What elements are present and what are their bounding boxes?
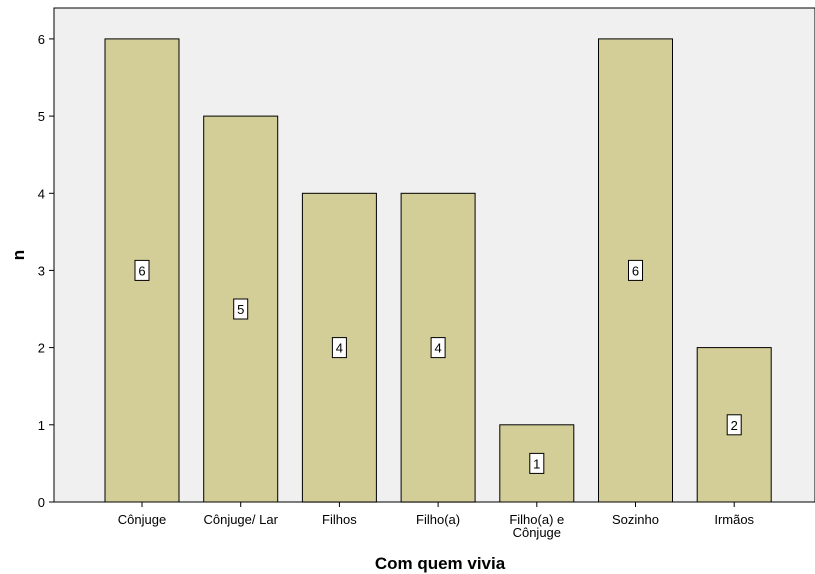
data-label-box xyxy=(628,259,643,281)
data-label-text: 4 xyxy=(336,341,343,356)
y-ticks-group: 0 1 2 3 4 5 6 xyxy=(38,32,54,510)
y-tick-label: 2 xyxy=(38,341,45,356)
data-label-text: 2 xyxy=(731,418,738,433)
x-tick-label-line: Cônjuge/ Lar xyxy=(203,512,278,527)
data-label-box xyxy=(529,452,545,474)
x-tick-label-line: Cônjuge xyxy=(513,525,561,540)
x-axis-title: Com quem vivia xyxy=(375,554,506,573)
data-label: 6 xyxy=(628,259,643,281)
data-label: 4 xyxy=(430,337,446,359)
x-tick-label-line: Filho(a) e xyxy=(509,512,564,527)
y-axis-title: n xyxy=(9,250,28,260)
data-label-box xyxy=(726,414,742,436)
y-tick-label: 0 xyxy=(38,495,45,510)
data-label-box xyxy=(134,259,150,281)
y-tick-label: 1 xyxy=(38,418,45,433)
data-label-text: 6 xyxy=(632,263,639,278)
data-label-text: 5 xyxy=(237,302,244,317)
x-tick-label: Cônjuge xyxy=(118,512,166,527)
x-tick-label: Irmãos xyxy=(714,512,754,527)
data-label-text: 6 xyxy=(138,263,145,278)
data-label-box xyxy=(233,298,249,320)
data-label-box xyxy=(331,337,347,359)
data-label: 4 xyxy=(331,337,347,359)
data-label: 5 xyxy=(233,298,249,320)
x-tick-label-line: Filho(a) xyxy=(416,512,460,527)
x-tick-label: Sozinho xyxy=(612,512,659,527)
x-tick-label-line: Irmãos xyxy=(714,512,754,527)
x-tick-label-line: Sozinho xyxy=(612,512,659,527)
x-tick-label: Filhos xyxy=(322,512,357,527)
x-tick-label-line: Cônjuge xyxy=(118,512,166,527)
y-tick-label: 3 xyxy=(38,263,45,278)
x-tick-label-line: Filhos xyxy=(322,512,357,527)
data-label-text: 1 xyxy=(533,456,540,471)
x-ticks-group: Cônjuge Cônjuge/ Lar Filhos Filho(a) Filho(a… xyxy=(118,502,755,540)
data-labels-group: 6 5 4 4 1 6 2 xyxy=(134,259,742,474)
y-tick-label: 6 xyxy=(38,32,45,47)
x-tick-label: Cônjuge/ Lar xyxy=(203,512,278,527)
y-tick-label: 4 xyxy=(38,186,45,201)
x-tick-label: Filho(a) xyxy=(416,512,460,527)
data-label: 2 xyxy=(726,414,742,436)
data-label-box xyxy=(430,337,446,359)
data-label: 6 xyxy=(134,259,150,281)
data-label: 1 xyxy=(529,452,545,474)
x-tick-label: Filho(a) e Cônjuge xyxy=(509,512,564,540)
data-label-text: 4 xyxy=(434,341,441,356)
y-tick-label: 5 xyxy=(38,109,45,124)
